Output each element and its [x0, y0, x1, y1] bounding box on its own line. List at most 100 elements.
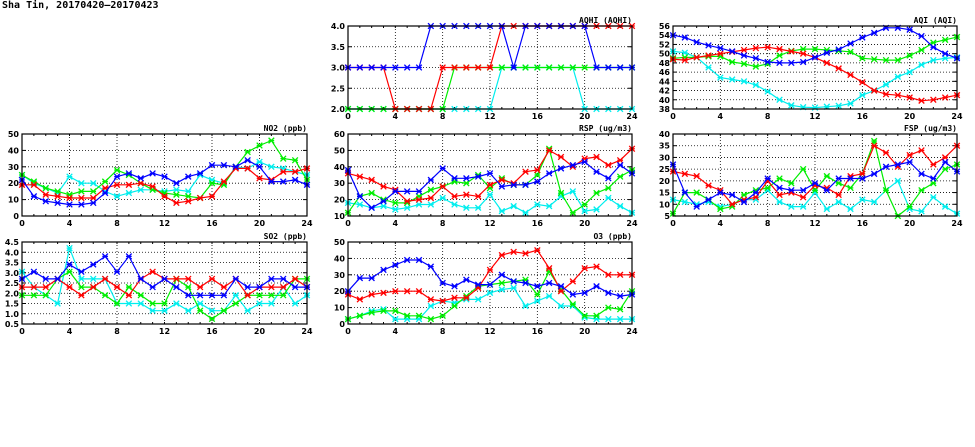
data-point-blue: [510, 64, 517, 71]
data-point-red: [906, 151, 913, 159]
y-tick-label: 30: [8, 163, 20, 172]
data-point-red: [173, 199, 180, 207]
data-point-blue: [54, 199, 61, 207]
data-point-blue: [616, 64, 624, 71]
data-point-blue: [510, 278, 517, 285]
data-point-green: [764, 184, 771, 192]
data-point-blue: [764, 58, 771, 66]
data-point-blue: [415, 256, 423, 264]
data-point-blue: [918, 170, 925, 178]
data-point-cyan: [439, 194, 446, 202]
data-point-cyan: [392, 315, 399, 323]
data-point-red: [220, 283, 228, 291]
data-point-cyan: [498, 207, 506, 215]
data-point-red: [882, 149, 890, 157]
y-tick-label: 25: [659, 165, 671, 174]
y-tick-label: 38: [659, 105, 671, 114]
panel-title: SO2 (ppb): [264, 232, 307, 241]
data-point-blue: [101, 253, 109, 260]
y-tick-label: 15: [659, 189, 671, 198]
data-point-green: [268, 292, 275, 299]
x-tick-label: 8: [440, 219, 446, 228]
data-point-blue: [930, 175, 937, 182]
data-point-blue: [823, 49, 831, 57]
data-point-blue: [439, 279, 446, 287]
data-point-blue: [356, 193, 364, 200]
y-tick-label: 10: [8, 196, 20, 205]
data-point-green: [368, 189, 375, 197]
data-point-blue: [125, 253, 133, 260]
data-point-blue: [605, 175, 612, 182]
data-point-blue: [149, 170, 156, 177]
data-point-red: [451, 64, 458, 71]
data-point-blue: [113, 173, 121, 180]
data-point-blue: [498, 271, 506, 279]
data-point-green: [740, 191, 748, 199]
x-tick-label: 4: [67, 219, 73, 228]
data-point-blue: [681, 34, 689, 41]
no2-panel: 0 10 20 30 40 50 0 4 8 12 16 20 24 NO2 (ppb): [8, 124, 313, 228]
data-point-red: [918, 147, 925, 154]
data-point-red: [717, 50, 724, 57]
data-point-green: [799, 165, 807, 173]
data-point-blue: [474, 173, 482, 180]
data-point-red: [474, 64, 482, 71]
data-point-cyan: [894, 73, 902, 80]
x-tick-label: 0: [345, 219, 351, 228]
data-point-cyan: [545, 202, 553, 210]
data-point-cyan: [918, 61, 925, 68]
data-point-red: [474, 193, 482, 200]
data-point-cyan: [474, 204, 482, 212]
y-tick-label: 20: [659, 177, 671, 186]
data-point-green: [137, 292, 145, 299]
data-point-blue: [510, 181, 517, 189]
data-point-red: [799, 50, 807, 57]
data-point-green: [161, 300, 168, 307]
data-point-red: [870, 87, 878, 94]
data-point-red: [427, 296, 435, 303]
data-point-green: [941, 36, 949, 44]
data-point-cyan: [593, 206, 600, 213]
data-point-blue: [941, 50, 949, 57]
data-point-blue: [835, 175, 842, 182]
data-point-blue: [557, 283, 565, 290]
data-point-blue: [356, 274, 364, 282]
y-tick-label: 40: [334, 254, 346, 263]
data-point-blue: [486, 170, 494, 177]
data-point-red: [486, 266, 494, 274]
data-point-green: [392, 199, 399, 207]
data-point-green: [427, 315, 435, 323]
data-point-red: [78, 292, 85, 299]
data-point-blue: [196, 170, 204, 177]
data-point-red: [752, 44, 760, 52]
data-point-blue: [161, 173, 168, 180]
data-point-green: [616, 305, 624, 313]
data-point-red: [42, 191, 50, 198]
data-point-blue: [184, 292, 192, 299]
data-point-cyan: [510, 284, 517, 292]
data-point-red: [54, 193, 61, 200]
data-point-red: [823, 59, 831, 67]
panel-title: FSP (ug/m3): [904, 124, 957, 133]
data-point-cyan: [776, 96, 783, 104]
data-point-green: [42, 184, 50, 192]
data-point-cyan: [764, 88, 771, 95]
data-point-cyan: [137, 300, 145, 307]
data-point-green: [534, 64, 541, 71]
x-tick-label: 24: [626, 219, 638, 228]
data-point-blue: [681, 189, 689, 196]
data-point-green: [882, 186, 890, 194]
data-point-red: [184, 197, 192, 205]
data-point-cyan: [728, 76, 736, 83]
data-point-green: [835, 179, 842, 187]
data-point-red: [149, 183, 156, 190]
panel-title: AQHI (AQHI): [579, 16, 632, 25]
data-point-blue: [256, 283, 263, 291]
data-point-red: [616, 271, 624, 279]
data-point-cyan: [788, 102, 795, 109]
y-tick-label: 3.5: [331, 43, 346, 52]
data-point-red: [693, 172, 700, 180]
fsp-panel: 5 10 15 20 25 30 35 40 0 4 8 12 16 20 24 FSP (ug/m3): [659, 124, 963, 228]
data-point-cyan: [78, 275, 85, 283]
